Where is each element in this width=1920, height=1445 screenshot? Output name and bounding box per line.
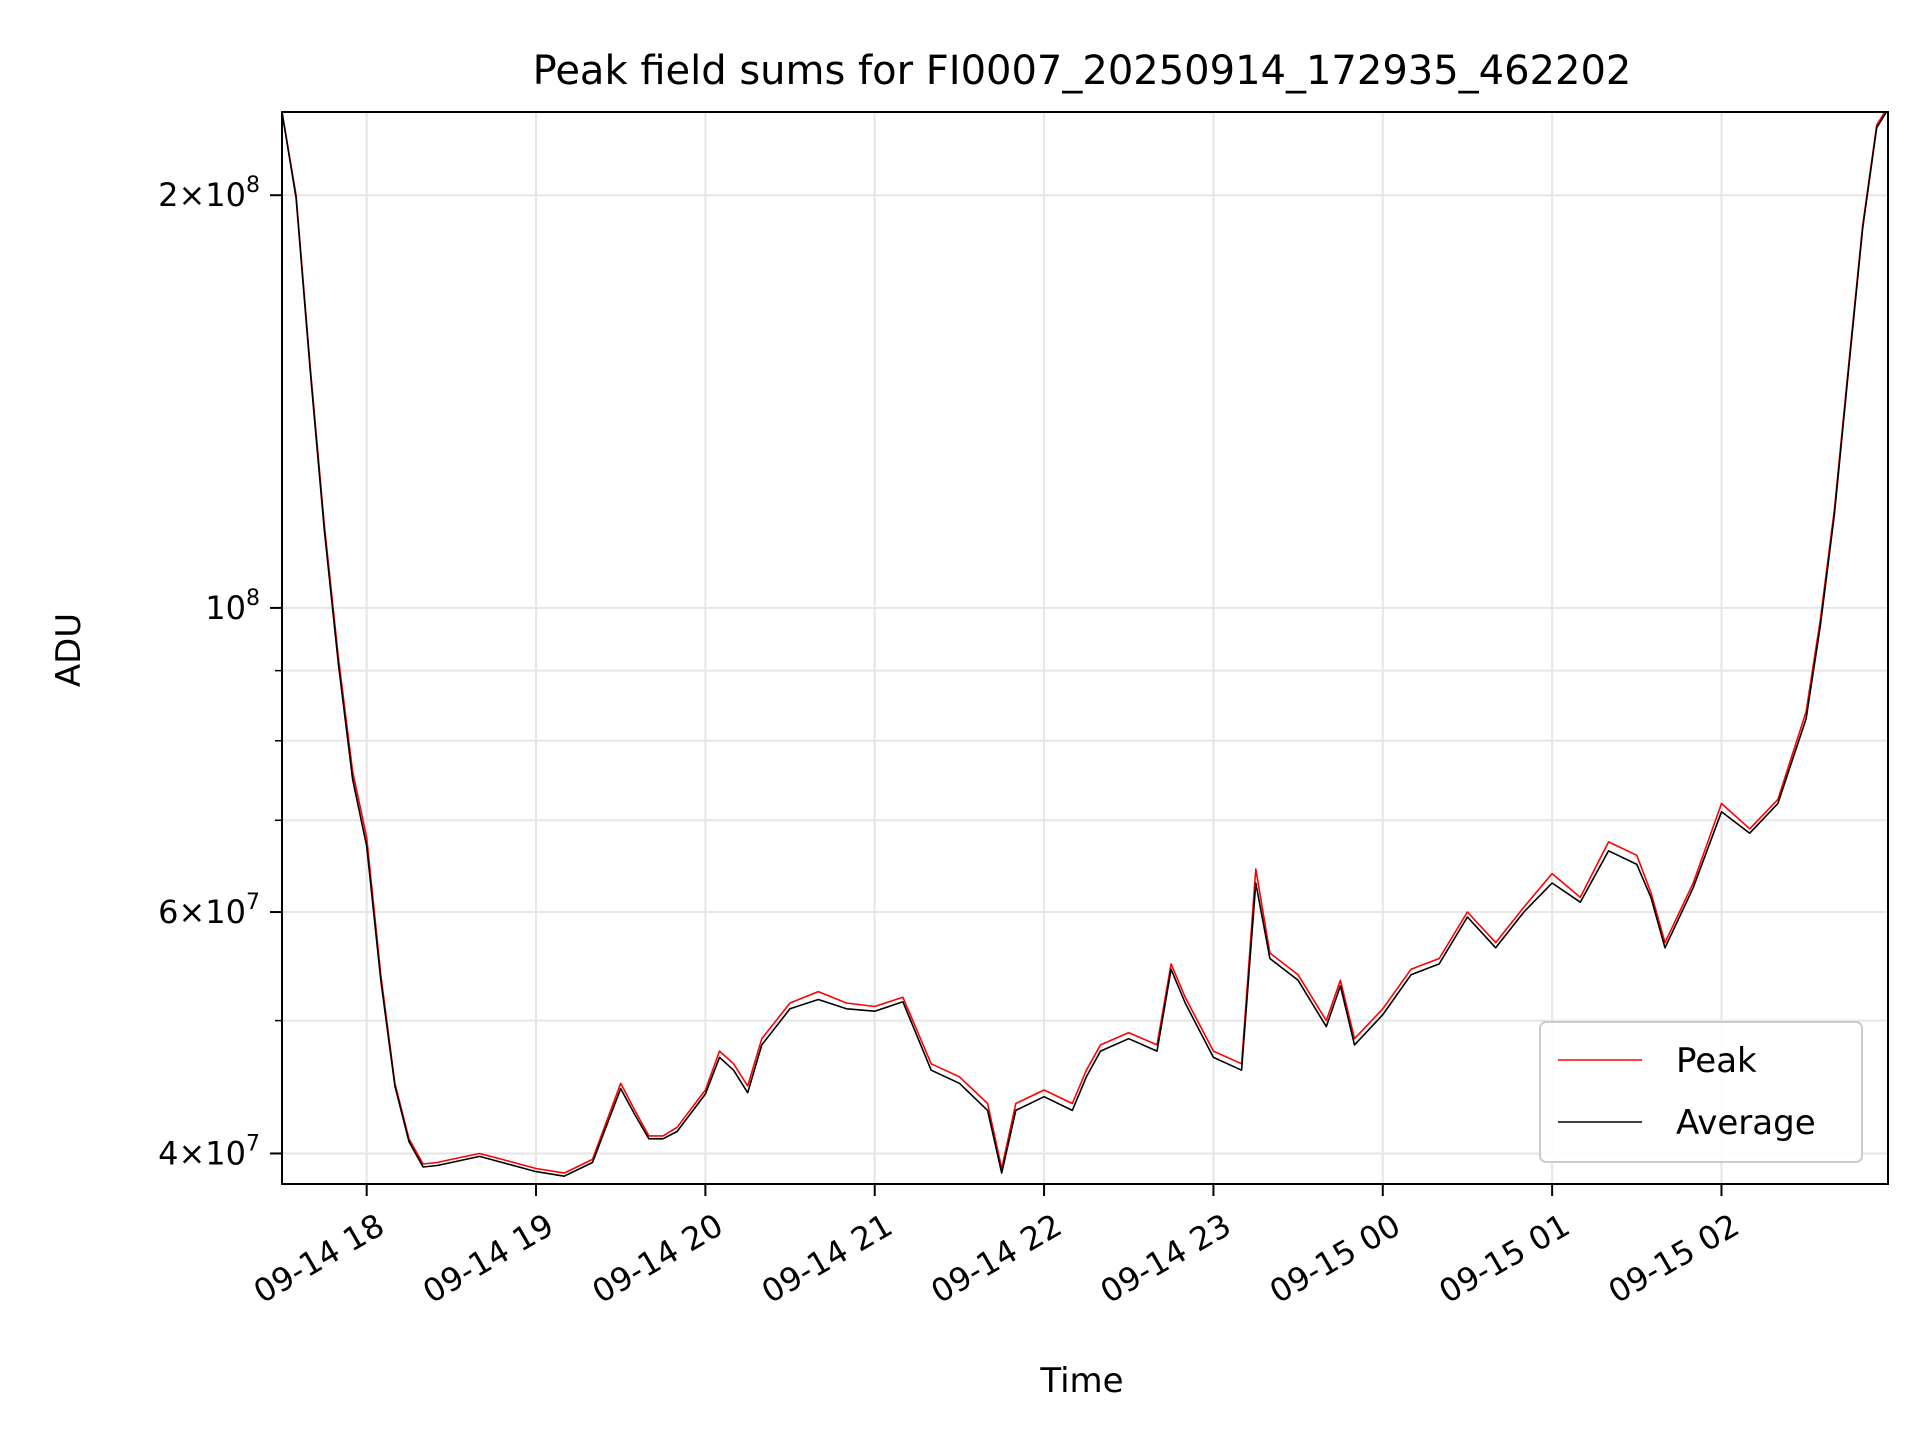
legend-label-average: Average xyxy=(1676,1103,1816,1143)
series-line-average xyxy=(282,112,1888,1177)
x-axis-label: Time xyxy=(1039,1361,1123,1401)
y-tick-label: 108 xyxy=(205,586,260,627)
grid xyxy=(282,112,1888,1184)
plot-frame xyxy=(281,111,1889,1185)
series-line-peak xyxy=(282,112,1886,1174)
legend-box xyxy=(1539,1021,1863,1163)
series-lines xyxy=(282,112,1888,1177)
legend: Peak Average xyxy=(1539,1021,1863,1163)
legend-label-peak: Peak xyxy=(1676,1041,1757,1081)
y-tick-label: 6×107 xyxy=(158,890,260,931)
y-tick-label: 4×107 xyxy=(158,1131,260,1172)
y-tick-label: 2×108 xyxy=(158,173,260,214)
y-axis-label: ADU xyxy=(49,613,89,687)
chart-title: Peak field sums for FI0007_20250914_1729… xyxy=(533,48,1632,94)
